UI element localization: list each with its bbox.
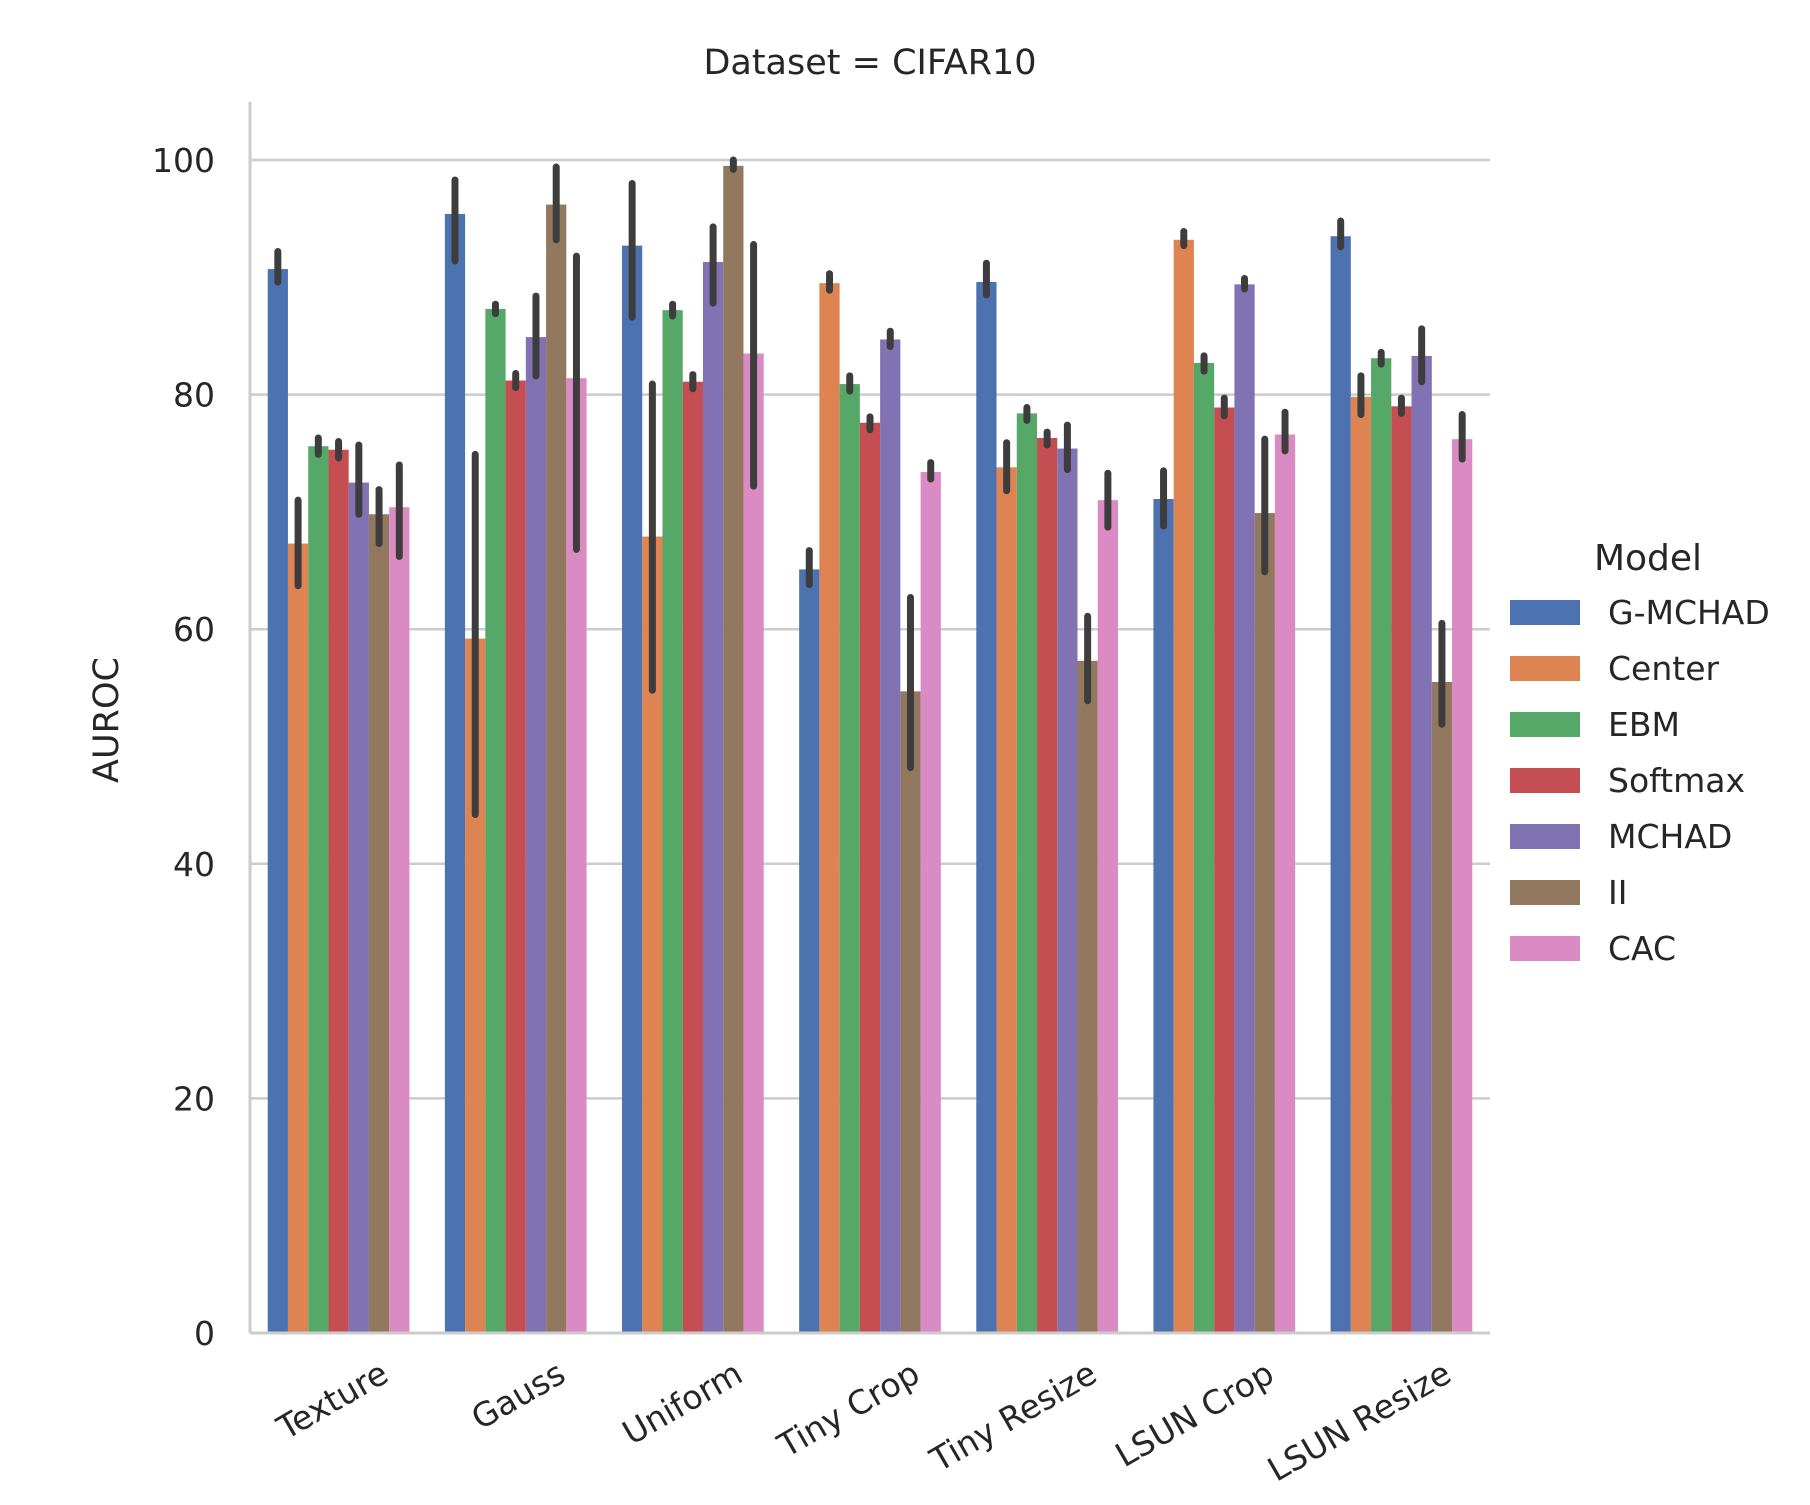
- bar-cac-uniform: [743, 353, 764, 1333]
- bar-softmax-lsun-resize: [1391, 406, 1412, 1334]
- bar-cac-tiny-resize: [1097, 500, 1118, 1333]
- x-tick-label: Tiny Crop: [770, 1353, 926, 1465]
- error-bar-layer: [274, 156, 1466, 819]
- chart-title: Dataset = CIFAR10: [703, 43, 1036, 83]
- bar-center-lsun-resize: [1350, 396, 1372, 1333]
- bar-ebm-lsun-resize: [1371, 358, 1392, 1333]
- x-tick-label: Tiny Resize: [923, 1353, 1104, 1480]
- bar-cac-tiny-crop: [920, 472, 941, 1333]
- bar-ii-lsun-resize: [1431, 681, 1453, 1333]
- bar-g-mchad-tiny-crop: [799, 569, 820, 1333]
- bar-center-texture: [287, 543, 309, 1333]
- bar-cac-lsun-crop: [1274, 434, 1296, 1333]
- y-axis-label: AUROC: [87, 657, 127, 783]
- bar-ii-uniform: [723, 165, 744, 1334]
- legend-swatch-mchad: [1510, 824, 1580, 849]
- legend-swatch-ii: [1510, 880, 1580, 905]
- bar-center-gauss: [465, 638, 486, 1333]
- bar-center-tiny-crop: [819, 283, 840, 1333]
- bar-softmax-tiny-crop: [859, 422, 881, 1333]
- y-tick-label: 20: [173, 1079, 215, 1118]
- legend: Model G-MCHAD Center EBM Softmax MCHAD II CAC: [1510, 538, 1770, 968]
- bar-mchad-gauss: [525, 337, 547, 1333]
- legend-swatch-ebm: [1510, 712, 1580, 737]
- bar-mchad-lsun-crop: [1234, 284, 1255, 1333]
- bar-ebm-tiny-resize: [1016, 413, 1038, 1333]
- legend-swatch-g-mchad: [1510, 600, 1580, 625]
- y-tick-label: 0: [194, 1314, 215, 1353]
- bar-softmax-uniform: [682, 381, 703, 1333]
- bar-softmax-lsun-crop: [1214, 407, 1235, 1333]
- bar-softmax-gauss: [505, 380, 526, 1333]
- legend-label-g-mchad: G-MCHAD: [1608, 593, 1770, 632]
- legend-title: Model: [1594, 538, 1702, 579]
- bar-g-mchad-texture: [267, 269, 288, 1333]
- bar-layer: [267, 165, 1473, 1334]
- bar-g-mchad-lsun-resize: [1330, 236, 1351, 1333]
- bar-ebm-gauss: [485, 308, 506, 1334]
- x-tick-label: Uniform: [616, 1353, 749, 1452]
- legend-label-cac: CAC: [1608, 929, 1676, 968]
- legend-label-softmax: Softmax: [1608, 761, 1745, 800]
- bar-center-uniform: [642, 536, 663, 1333]
- bar-g-mchad-uniform: [622, 245, 643, 1333]
- bar-g-mchad-lsun-crop: [1153, 498, 1174, 1333]
- bar-ebm-tiny-crop: [839, 384, 860, 1334]
- bar-cac-texture: [389, 507, 410, 1333]
- bar-ii-tiny-resize: [1077, 660, 1098, 1333]
- y-tick-label: 100: [152, 141, 215, 180]
- bar-mchad-tiny-crop: [880, 339, 901, 1333]
- x-tick-label: LSUN Crop: [1109, 1353, 1281, 1475]
- bar-center-tiny-resize: [996, 467, 1017, 1333]
- y-tick-label: 40: [173, 845, 215, 884]
- bar-ebm-lsun-crop: [1193, 362, 1215, 1334]
- legend-swatch-cac: [1510, 936, 1580, 961]
- x-tick-label: LSUN Resize: [1261, 1353, 1458, 1489]
- bar-ebm-uniform: [662, 310, 683, 1333]
- legend-swatch-softmax: [1510, 768, 1580, 793]
- bar-center-lsun-crop: [1173, 239, 1194, 1333]
- bar-g-mchad-tiny-resize: [976, 281, 997, 1334]
- bar-cac-gauss: [566, 378, 587, 1334]
- bar-softmax-tiny-resize: [1037, 438, 1058, 1334]
- bar-ii-gauss: [546, 204, 567, 1334]
- legend-label-center: Center: [1608, 649, 1720, 688]
- bar-mchad-uniform: [702, 262, 724, 1333]
- bar-ii-texture: [368, 514, 390, 1333]
- y-tick-label: 60: [173, 610, 215, 649]
- y-tick-label: 80: [173, 376, 215, 415]
- x-tick-label: Texture: [270, 1353, 395, 1448]
- bar-mchad-texture: [348, 482, 369, 1333]
- bar-g-mchad-gauss: [444, 213, 466, 1333]
- legend-swatch-center: [1510, 656, 1580, 681]
- bar-mchad-tiny-resize: [1057, 448, 1078, 1334]
- legend-label-ii: II: [1608, 873, 1627, 912]
- bar-ebm-texture: [308, 446, 329, 1333]
- bar-cac-lsun-resize: [1452, 439, 1473, 1333]
- legend-label-mchad: MCHAD: [1608, 817, 1732, 856]
- legend-label-ebm: EBM: [1608, 705, 1680, 744]
- bar-softmax-texture: [328, 449, 349, 1334]
- bar-ii-lsun-crop: [1254, 513, 1275, 1333]
- bar-mchad-lsun-resize: [1411, 355, 1432, 1333]
- bar-ii-tiny-crop: [900, 691, 921, 1333]
- x-tick-label: Gauss: [465, 1353, 572, 1437]
